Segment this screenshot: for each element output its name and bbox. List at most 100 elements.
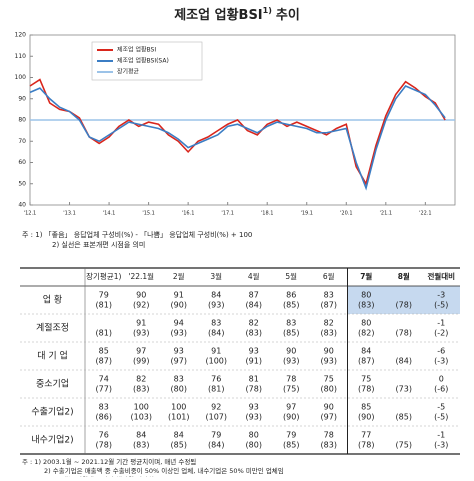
y-tick-label: 80 <box>18 117 26 124</box>
table-cell: 80 <box>361 291 371 300</box>
table-cell: (78) <box>396 301 412 310</box>
table-cell: (83) <box>133 441 149 450</box>
table-cell: 83 <box>324 291 334 300</box>
table-cell: (81) <box>208 385 224 394</box>
table-cell: (80) <box>321 385 337 394</box>
table-cell: (93) <box>283 357 299 366</box>
table-cell: (99) <box>133 357 149 366</box>
table-cell: 83 <box>99 403 109 412</box>
x-tick-label: '20.1 <box>340 211 353 217</box>
table-cell: -1 <box>437 431 445 440</box>
table-cell: (80) <box>246 441 262 450</box>
y-tick-label: 40 <box>18 202 26 209</box>
table-cell: 74 <box>99 375 109 384</box>
table-cell: (97) <box>321 413 337 422</box>
x-tick-label: '14.1 <box>103 211 116 217</box>
table-cell: 0 <box>439 375 444 384</box>
table-cell: (93) <box>133 329 149 338</box>
table-cell: (93) <box>321 357 337 366</box>
table-cell: (-5) <box>434 413 448 422</box>
table-cell: (85) <box>171 441 187 450</box>
table-cell: 90 <box>286 347 296 356</box>
table-cell: (84) <box>396 357 412 366</box>
table-cell: 78 <box>324 431 334 440</box>
x-tick-label: '16.1 <box>182 211 195 217</box>
y-tick-label: 110 <box>15 53 27 60</box>
table-cell: 97 <box>136 347 146 356</box>
table-cell: 90 <box>136 291 146 300</box>
table-cell: (-3) <box>434 441 448 450</box>
table-cell: (83) <box>358 301 374 310</box>
title-main: 제조업 업황BSI <box>174 7 262 23</box>
table-cell: (85) <box>283 301 299 310</box>
table-cell: (90) <box>171 301 187 310</box>
table-cell: (84) <box>208 441 224 450</box>
table-cell: (92) <box>133 301 149 310</box>
row-label: 수출기업2) <box>31 407 73 418</box>
table-cell: (83) <box>246 329 262 338</box>
table-cell: 80 <box>361 319 371 328</box>
table-cell: 91 <box>211 347 221 356</box>
x-tick-label: '18.1 <box>261 211 274 217</box>
table-cell: -3 <box>437 291 445 300</box>
chart-title: 제조업 업황BSI1) 추이 <box>174 6 300 23</box>
table-cell: (93) <box>246 413 262 422</box>
table-cell: 76 <box>99 431 109 440</box>
table-cell: 75 <box>324 375 334 384</box>
table-cell: (103) <box>130 413 152 422</box>
table-cell: (78) <box>96 441 112 450</box>
row-label: 업 황 <box>43 295 62 306</box>
table-cell: 93 <box>249 403 259 412</box>
legend-label: 장기평균 <box>117 68 140 76</box>
highlight <box>347 286 460 314</box>
table-cell: 90 <box>324 403 334 412</box>
x-tick-label: '15.1 <box>142 211 155 217</box>
table-cell: 87 <box>249 291 259 300</box>
table-cell: (-3) <box>434 357 448 366</box>
table-note: 주 : 1) 2003.1월 ~ 2021.12월 기간 평균치이며, 매년 수… <box>22 457 196 466</box>
x-tick-label: '13.1 <box>63 211 76 217</box>
table-header: 2월 <box>173 271 185 281</box>
row-label: 내수기업2) <box>31 435 73 446</box>
table-cell: (-2) <box>434 329 448 338</box>
table-cell: (-6) <box>434 385 448 394</box>
x-tick-label: '21.1 <box>380 211 393 217</box>
table-cell: (97) <box>171 357 187 366</box>
table-cell: 76 <box>211 375 221 384</box>
table-cell: (75) <box>283 385 299 394</box>
table-cell: 82 <box>249 319 259 328</box>
table-cell: 79 <box>211 431 221 440</box>
table-cell: (85) <box>283 441 299 450</box>
table-cell: (81) <box>96 301 112 310</box>
chart-note: 주 : 1) 「좋음」 응답업체 구성비(%) - 「나쁨」 응답업체 구성비(… <box>22 230 252 239</box>
table-header: 4월 <box>248 271 260 281</box>
table-cell: 92 <box>211 403 221 412</box>
y-tick-label: 60 <box>18 159 26 166</box>
table-cell: (87) <box>358 357 374 366</box>
table-cell: (77) <box>96 385 112 394</box>
table-header: 6월 <box>323 271 335 281</box>
chart: 40 50 60 70 80 90 100 110 120 '12.1 '13.1 '14.1 '15.… <box>15 32 455 249</box>
row-label: 대 기 업 <box>37 351 68 362</box>
table-cell: (83) <box>321 329 337 338</box>
table-cell: 84 <box>174 431 184 440</box>
table-cell: (81) <box>96 329 112 338</box>
table-header: 5월 <box>285 271 297 281</box>
table-cell: 94 <box>174 319 184 328</box>
table-cell: 91 <box>174 291 184 300</box>
table-cell: 93 <box>174 347 184 356</box>
table-cell: (78) <box>246 385 262 394</box>
table-cell: (78) <box>358 385 374 394</box>
y-tick-label: 70 <box>18 138 26 145</box>
table-cell: (90) <box>283 413 299 422</box>
table-header: 전월대비 <box>427 271 455 281</box>
table-cell: (93) <box>171 329 187 338</box>
table-cell: -5 <box>437 403 445 412</box>
table-cell: 100 <box>171 403 186 412</box>
table-header: 8월 <box>398 271 410 281</box>
x-tick-label: '12.1 <box>24 211 37 217</box>
table-cell: (80) <box>171 385 187 394</box>
table-cell: -1 <box>437 319 445 328</box>
